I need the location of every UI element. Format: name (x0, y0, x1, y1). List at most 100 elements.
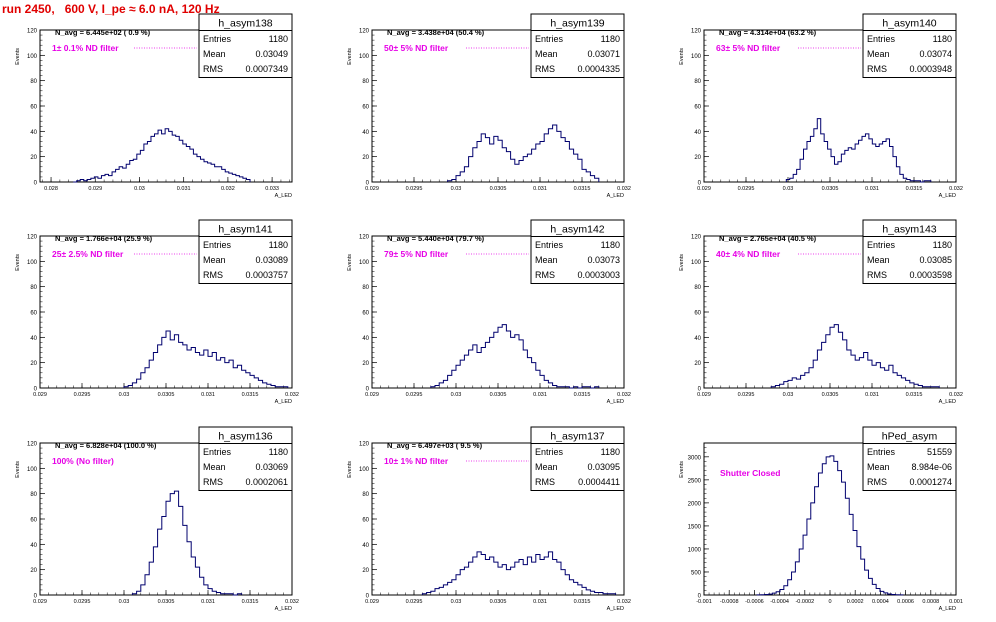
stats-label: Entries (535, 240, 564, 250)
stats-value: 0.03069 (255, 462, 288, 472)
stats-value: 0.0003598 (909, 270, 952, 280)
x-tick-label: 0.03 (451, 392, 462, 398)
x-axis-label: A_LED (275, 193, 292, 199)
x-axis-label: A_LED (939, 193, 956, 199)
histogram-series (770, 324, 940, 388)
y-tick-label: 20 (30, 155, 37, 161)
stats-label: Mean (867, 49, 890, 59)
stats-value: 0.03085 (919, 255, 952, 265)
histogram-name: h_asym137 (550, 431, 604, 443)
y-tick-label: 80 (362, 492, 369, 498)
x-axis-label: A_LED (939, 606, 956, 612)
histogram-series (421, 551, 617, 595)
histogram-name: h_asym136 (218, 431, 272, 443)
stats-value: 1180 (933, 240, 952, 250)
navg-annotation: N_avg = 1.766e+04 (25.9 %) (55, 234, 153, 243)
x-axis-label: A_LED (607, 399, 624, 405)
y-tick-label: 80 (30, 79, 37, 85)
navg-annotation: N_avg = 6.828e+04 (100.0 %) (55, 441, 157, 450)
y-tick-label: 60 (362, 311, 369, 317)
x-tick-label: 0.0305 (158, 392, 175, 398)
x-axis-label: A_LED (607, 193, 624, 199)
y-tick-label: 0 (34, 181, 38, 187)
x-tick-label: 0.0295 (406, 186, 423, 192)
histogram-series (756, 455, 904, 596)
y-tick-label: 60 (30, 105, 37, 111)
navg-annotation: N_avg = 6.445e+02 ( 0.9 %) (55, 28, 151, 37)
x-tick-label: 0.032 (617, 186, 631, 192)
filter-annotation: 25± 2.5% ND filter (52, 249, 124, 259)
y-tick-label: 500 (691, 570, 702, 576)
y-tick-label: 20 (362, 568, 369, 574)
filter-annotation: Shutter Closed (720, 468, 780, 478)
histogram-series (73, 128, 251, 183)
stats-value: 0.0007349 (245, 64, 288, 74)
navg-annotation: N_avg = 6.497e+03 ( 9.5 %) (387, 441, 483, 450)
y-tick-label: 2500 (688, 478, 702, 484)
stats-label: Entries (867, 447, 896, 457)
x-tick-label: 0.031 (533, 599, 547, 605)
stats-label: RMS (867, 64, 887, 74)
y-axis-label: Events (347, 48, 353, 65)
y-tick-label: 100 (691, 260, 702, 266)
histogram-name: h_asym139 (550, 18, 604, 30)
x-tick-label: 0.031 (201, 599, 215, 605)
filter-annotation: 10± 1% ND filter (384, 456, 449, 466)
stats-label: RMS (867, 270, 887, 280)
x-tick-label: 0.0006 (897, 599, 914, 605)
histogram-series (430, 324, 600, 389)
x-tick-label: 0.032 (285, 599, 299, 605)
stats-value: 0.0003757 (245, 270, 288, 280)
stats-value: 0.0004411 (578, 477, 620, 487)
x-tick-label: 0.0315 (574, 599, 591, 605)
x-tick-label: 0.0305 (158, 599, 175, 605)
y-tick-label: 40 (694, 130, 701, 136)
x-tick-label: 0.0305 (822, 186, 839, 192)
x-tick-label: 0.032 (285, 392, 299, 398)
stats-label: Entries (535, 34, 564, 44)
x-tick-label: 0.032 (617, 599, 631, 605)
y-tick-label: 40 (362, 543, 369, 549)
x-tick-label: 0.0002 (847, 599, 864, 605)
stats-box (862, 30, 957, 78)
y-tick-label: 120 (27, 442, 38, 448)
y-tick-label: 120 (27, 235, 38, 241)
y-tick-label: 20 (362, 361, 369, 367)
y-tick-label: 20 (694, 361, 701, 367)
stats-box (530, 30, 625, 78)
x-tick-label: 0.0295 (738, 186, 755, 192)
y-axis-label: Events (679, 48, 685, 65)
stats-box (198, 443, 293, 491)
y-axis-label: Events (679, 254, 685, 271)
x-tick-label: 0.029 (365, 392, 379, 398)
y-tick-label: 40 (694, 336, 701, 342)
y-axis-label: Events (347, 254, 353, 271)
y-tick-label: 80 (694, 79, 701, 85)
stats-label: Entries (535, 447, 564, 457)
histogram-name: h_asym138 (218, 18, 272, 30)
y-tick-label: 0 (34, 594, 38, 600)
x-tick-label: 0.0315 (242, 599, 259, 605)
y-tick-label: 120 (359, 29, 370, 35)
y-tick-label: 120 (359, 235, 370, 241)
y-tick-label: 0 (34, 387, 38, 393)
y-tick-label: 60 (30, 311, 37, 317)
x-tick-label: 0 (828, 599, 831, 605)
stats-value: 0.0003003 (577, 270, 620, 280)
stats-value: 1180 (269, 447, 288, 457)
filter-annotation: 1± 0.1% ND filter (52, 43, 119, 53)
x-tick-label: 0.0004 (872, 599, 889, 605)
y-tick-label: 120 (359, 442, 370, 448)
x-tick-label: 0.03 (119, 392, 130, 398)
x-tick-label: 0.032 (617, 392, 631, 398)
y-tick-label: 120 (691, 235, 702, 241)
x-tick-label: 0.032 (221, 186, 235, 192)
x-axis-label: A_LED (275, 399, 292, 405)
histogram-name: hPed_asym (882, 431, 938, 443)
stats-value: 1180 (601, 447, 620, 457)
y-tick-label: 0 (698, 181, 702, 187)
x-tick-label: 0.029 (33, 599, 47, 605)
y-tick-label: 80 (694, 285, 701, 291)
x-tick-label: 0.0305 (822, 392, 839, 398)
